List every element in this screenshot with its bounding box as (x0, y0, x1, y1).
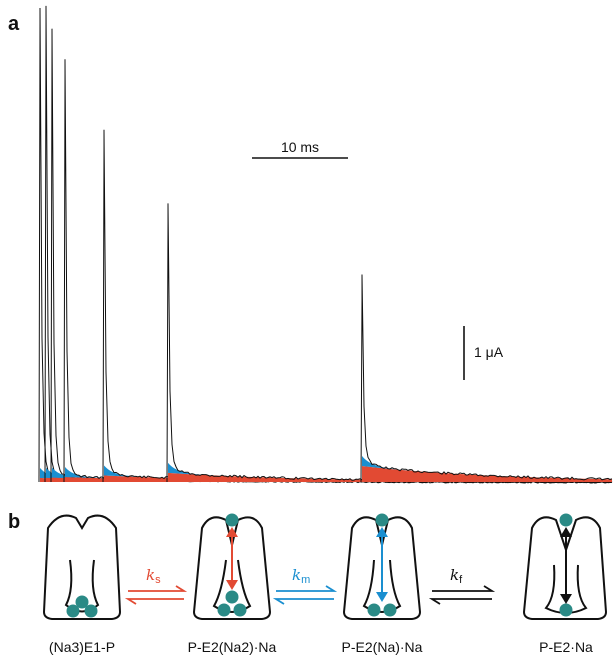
sodium-ion (383, 603, 397, 617)
time-scale-label: 10 ms (281, 139, 319, 155)
rate-km: km (292, 566, 310, 586)
transition-kf: kf (428, 566, 496, 605)
panel-b-label: b (8, 511, 20, 533)
current-scale-label: 1 μA (474, 344, 504, 360)
state-label-2: P-E2(Na2)·Na (188, 639, 277, 655)
sodium-ion (375, 513, 389, 527)
sodium-ion (233, 603, 247, 617)
sodium-ion (225, 513, 239, 527)
state-label-1: (Na3)E1-P (49, 639, 115, 655)
rate-ks: ks (146, 566, 161, 586)
transition-km: km (272, 566, 338, 605)
state-3-pump (342, 513, 422, 620)
current-trace (166, 203, 613, 484)
current-trace (38, 7, 613, 484)
sodium-ion (559, 603, 573, 617)
panel-a-label: a (8, 13, 20, 35)
sodium-ion (66, 604, 80, 618)
current-trace (102, 129, 613, 484)
rate-kf: kf (450, 566, 463, 586)
sodium-ion (225, 590, 239, 604)
current-trace (44, 5, 613, 484)
current-trace (50, 28, 613, 484)
slow-component-area (362, 466, 612, 482)
time-scale-bar: 10 ms (252, 139, 348, 159)
sodium-ion (559, 513, 573, 527)
state-4-pump (522, 513, 608, 620)
current-trace (63, 59, 612, 484)
slow-component-area (168, 472, 612, 482)
state-label-4: P-E2·Na (539, 639, 593, 655)
state-label-3: P-E2(Na)·Na (342, 639, 423, 655)
sodium-ion (84, 604, 98, 618)
transition-ks: ks (124, 566, 188, 605)
sodium-ion (217, 603, 231, 617)
state-2-pump (192, 513, 272, 620)
sodium-ion (367, 603, 381, 617)
current-scale-bar: 1 μA (463, 326, 504, 380)
current-trace (360, 274, 613, 483)
sodium-ion (75, 595, 89, 609)
current-traces (38, 5, 613, 484)
state-1-pump (42, 514, 122, 620)
